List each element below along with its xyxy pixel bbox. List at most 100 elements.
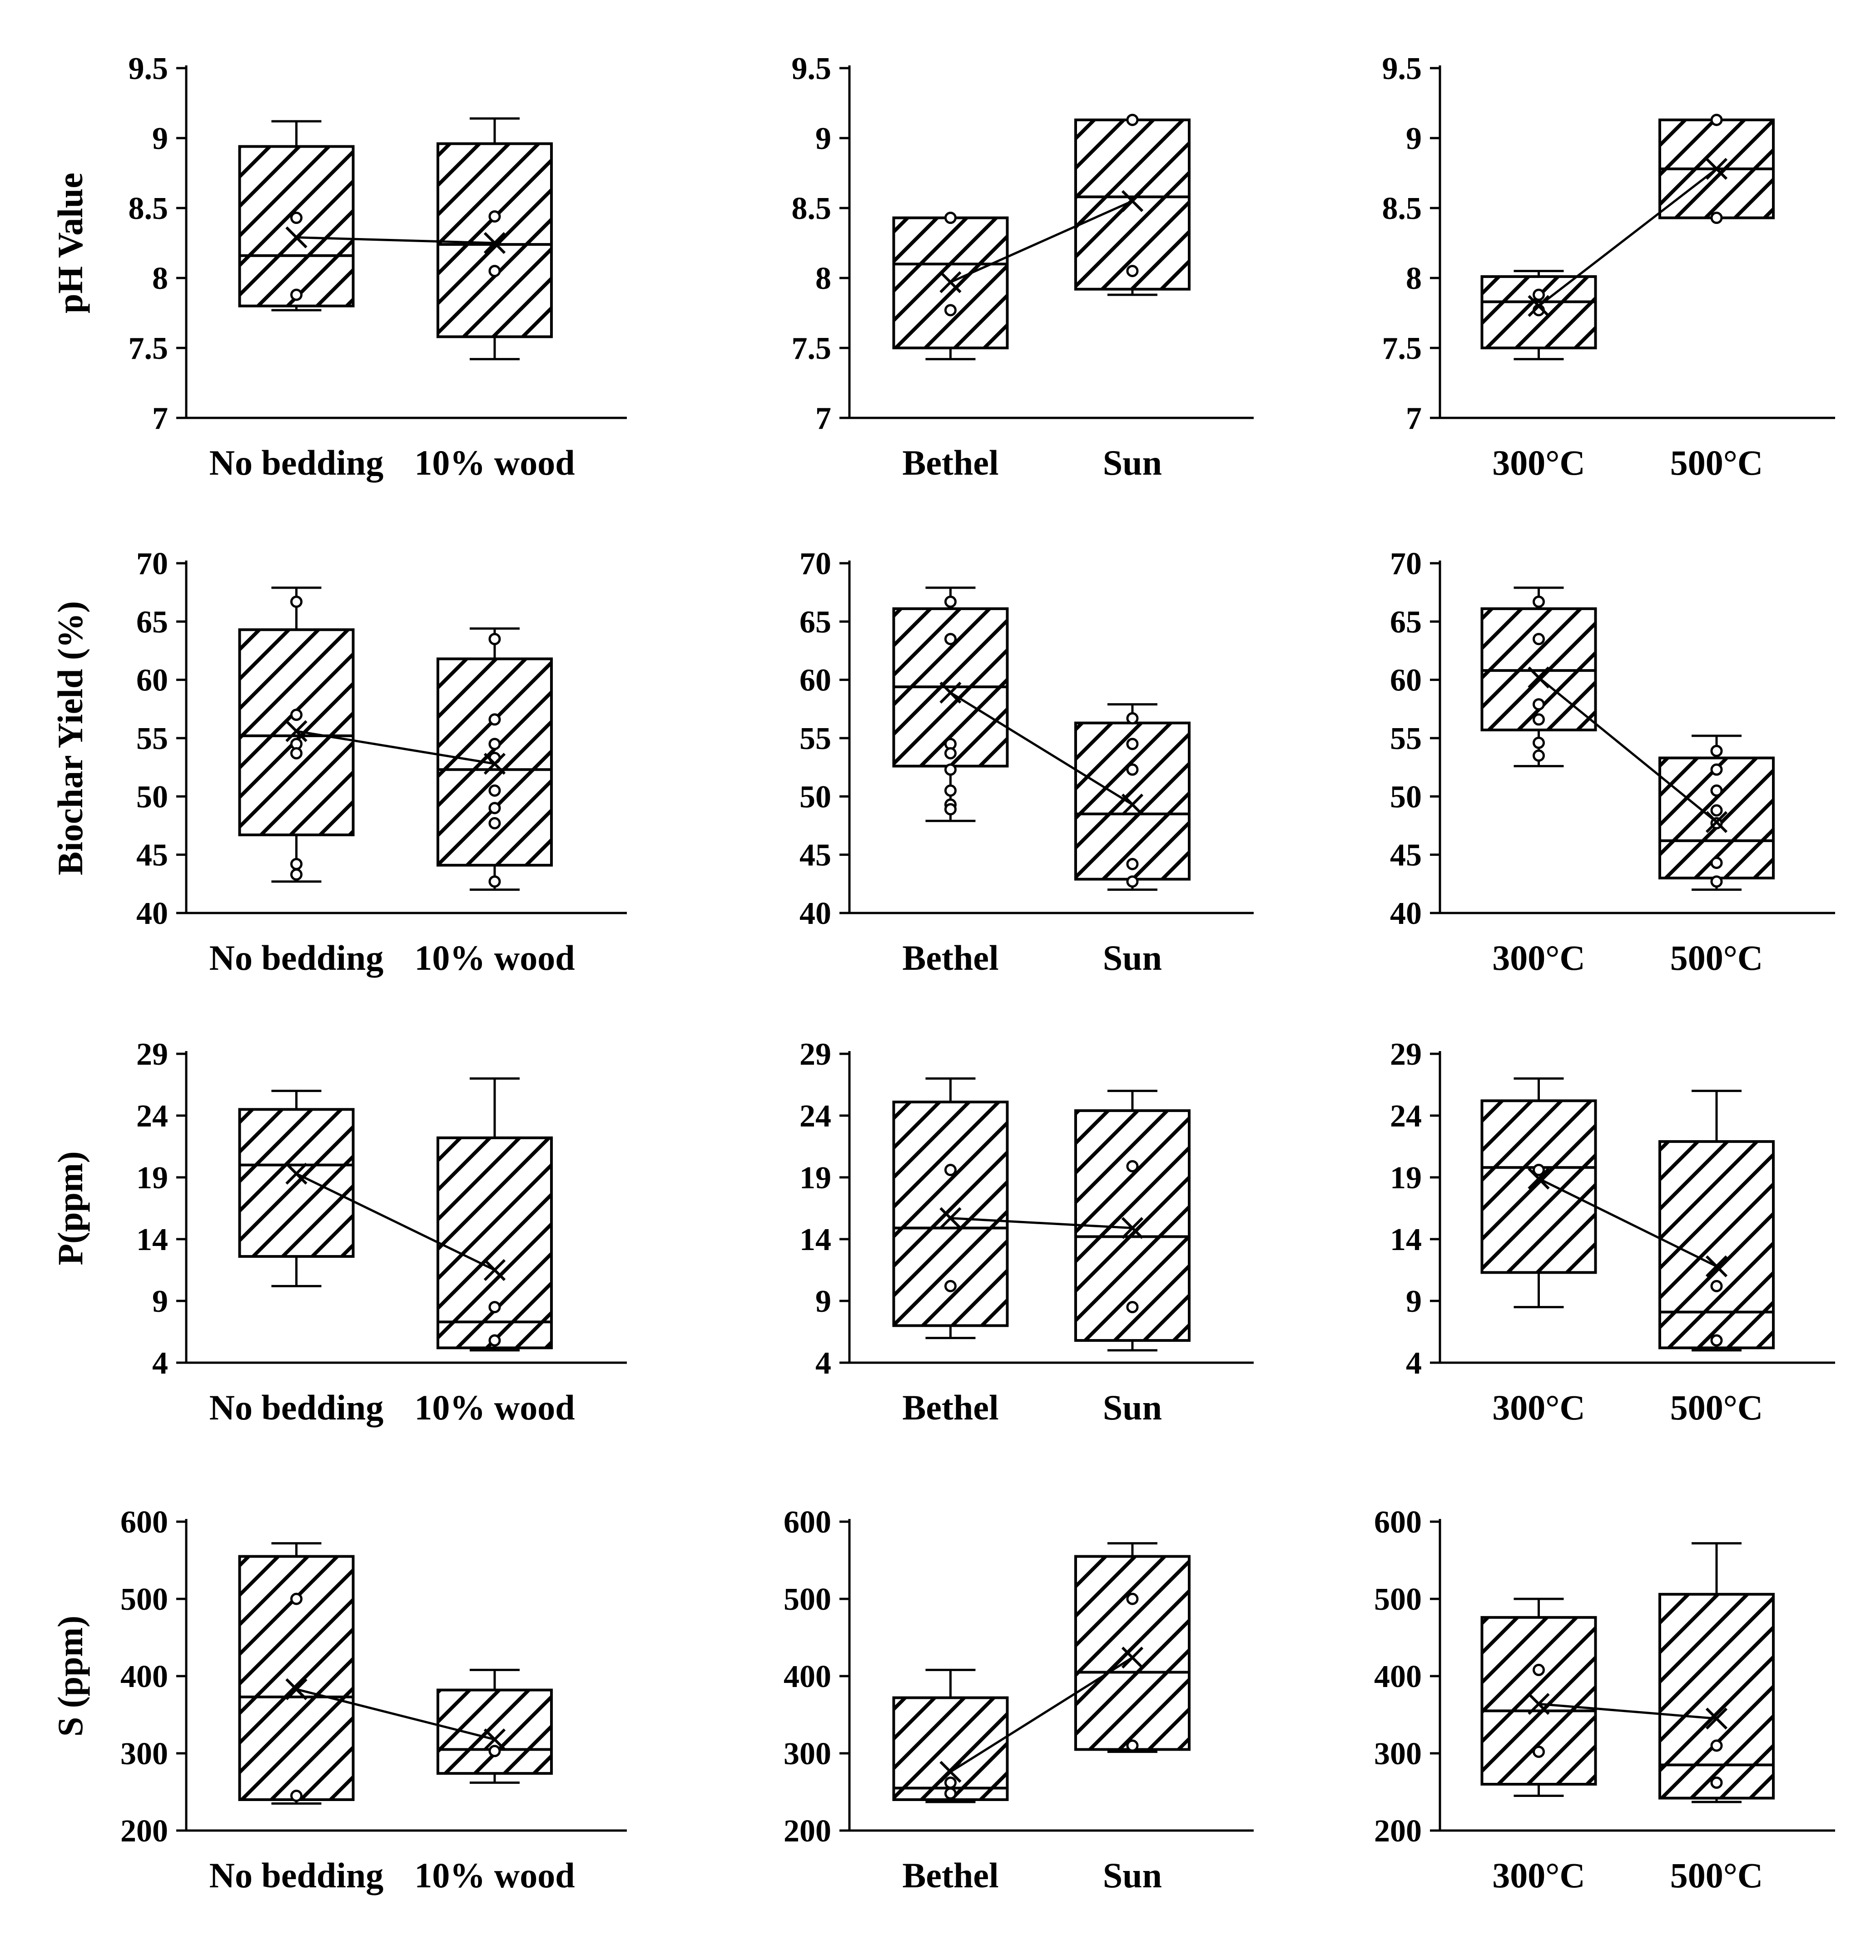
y-tick-label: 300 [1374, 1737, 1422, 1771]
iqr-box [1480, 1099, 1597, 1274]
y-tick-label: 400 [1374, 1659, 1422, 1694]
mean-trend-line [950, 200, 1133, 283]
panel-2-1: 4 9 14 19 24 29 Bethel Sun [799, 1037, 1254, 1427]
y-tick-label: 14 [799, 1222, 831, 1257]
box-1 [1074, 114, 1191, 296]
y-tick-label: 7 [815, 401, 831, 436]
data-point [944, 1164, 957, 1176]
y-axis-label: pH Value [50, 173, 90, 313]
box-1 [437, 1077, 553, 1352]
data-point [944, 763, 957, 776]
y-tick-label: 60 [136, 663, 168, 698]
y-tick-label: 14 [136, 1222, 168, 1257]
data-point [290, 709, 303, 721]
y-tick-label: 29 [136, 1037, 168, 1072]
data-point [1710, 1739, 1723, 1752]
mean-trend-line [1539, 1702, 1717, 1720]
y-tick-label: 65 [799, 605, 831, 640]
y-tick-label: 14 [1390, 1222, 1422, 1257]
y-axis-label: P(ppm) [50, 1151, 90, 1265]
x-tick-label: 300°C [1492, 1388, 1585, 1427]
y-tick-label: 29 [799, 1037, 831, 1072]
y-tick-label: 60 [1390, 663, 1422, 698]
y-tick-label: 55 [799, 721, 831, 756]
data-point [1533, 1663, 1545, 1676]
y-tick-label: 40 [136, 896, 168, 931]
y-tick-label: 600 [120, 1505, 168, 1540]
y-tick-label: 4 [152, 1346, 168, 1381]
box-0 [892, 1668, 1009, 1803]
data-point [1533, 288, 1545, 301]
x-tick-label: 500°C [1670, 443, 1763, 482]
y-tick-label: 600 [1374, 1505, 1422, 1540]
y-tick-label: 400 [120, 1659, 168, 1694]
y-tick-label: 24 [1390, 1099, 1422, 1134]
x-tick-label: 10% wood [414, 938, 575, 978]
y-tick-label: 8 [815, 261, 831, 296]
y-tick-label: 200 [120, 1814, 168, 1849]
data-point [1710, 212, 1723, 224]
box-0 [238, 1090, 355, 1287]
data-point [1126, 265, 1139, 278]
y-tick-label: 4 [1406, 1346, 1422, 1381]
data-point [1710, 784, 1723, 797]
y-tick-label: 8 [1406, 261, 1422, 296]
x-tick-label: Bethel [902, 1856, 998, 1895]
y-tick-label: 40 [799, 896, 831, 931]
iqr-box [1074, 118, 1191, 291]
data-point [488, 817, 501, 829]
x-tick-label: 500°C [1670, 938, 1763, 978]
data-point [1710, 857, 1723, 869]
data-point [1126, 1739, 1139, 1752]
panel-1-0: 40 45 50 55 60 65 70 No bedding 10% wood [136, 546, 627, 978]
box-1 [1658, 1542, 1775, 1803]
iqr-box [238, 145, 355, 308]
x-tick-label: No bedding [209, 1388, 384, 1427]
data-point [488, 713, 501, 726]
data-point [1126, 875, 1139, 888]
data-point [1126, 1160, 1139, 1173]
y-tick-label: 50 [1390, 779, 1422, 814]
iqr-box [1480, 1616, 1597, 1786]
y-tick-label: 8 [152, 261, 168, 296]
mean-trend-line [1538, 1177, 1717, 1268]
x-tick-label: 500°C [1670, 1388, 1763, 1427]
y-tick-label: 19 [799, 1161, 831, 1196]
box-1 [1074, 1090, 1191, 1352]
y-tick-label: 7 [1406, 401, 1422, 436]
y-tick-label: 600 [784, 1505, 831, 1540]
y-tick-label: 200 [784, 1814, 831, 1849]
panel-2-2: 4 9 14 19 24 29 300°C 500°C [1390, 1037, 1835, 1427]
panel-1-2: 40 45 50 55 60 65 70 300°C 500°C [1390, 546, 1835, 978]
x-tick-label: Sun [1103, 1856, 1162, 1895]
iqr-box [437, 1136, 553, 1350]
box-0 [1480, 270, 1597, 361]
box-0 [892, 212, 1009, 361]
data-point [488, 802, 501, 814]
y-tick-label: 65 [136, 605, 168, 640]
mean-trend-line [296, 730, 495, 765]
data-point [290, 1593, 303, 1605]
data-point [1710, 1334, 1723, 1347]
box-0 [238, 586, 355, 883]
y-tick-label: 500 [1374, 1582, 1422, 1617]
mean-trend-line [950, 1217, 1133, 1230]
y-tick-label: 300 [784, 1737, 831, 1771]
y-tick-label: 9 [815, 1284, 831, 1319]
y-tick-label: 9.5 [1382, 51, 1422, 86]
mean-trend-line [296, 236, 495, 244]
data-point [1710, 114, 1723, 126]
box-0 [892, 586, 1009, 822]
y-tick-label: 8.5 [792, 191, 832, 226]
y-tick-label: 45 [799, 838, 831, 873]
y-tick-label: 400 [784, 1659, 831, 1694]
data-point [488, 875, 501, 888]
box-1 [437, 1668, 553, 1784]
box-0 [1480, 586, 1597, 768]
panel-0-1: 7 7.5 8 8.5 9 9.5 Bethel Sun [792, 51, 1254, 482]
panel-0-0: 7 7.5 8 8.5 9 9.5 No bedding 10% wood [129, 51, 627, 482]
x-tick-label: 10% wood [414, 443, 575, 482]
y-tick-label: 70 [1390, 546, 1422, 581]
box-1 [1074, 703, 1191, 891]
